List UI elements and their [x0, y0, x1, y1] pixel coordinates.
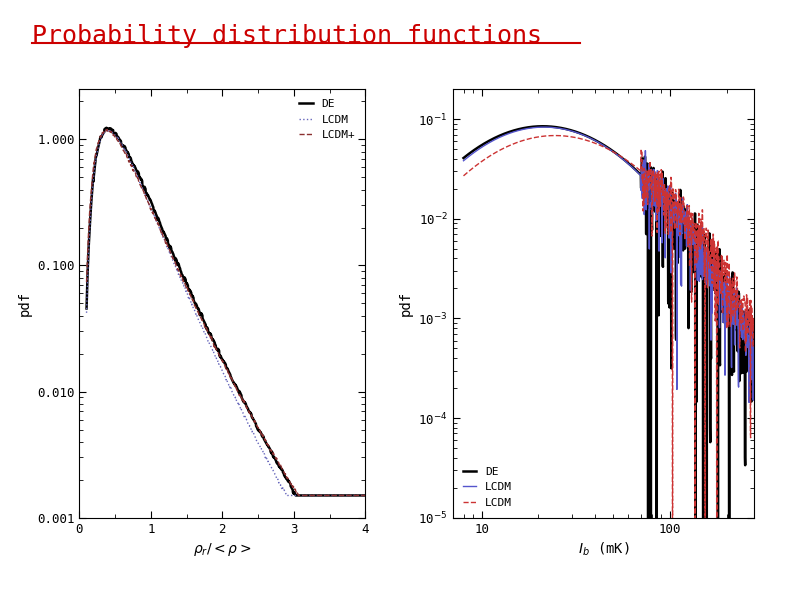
LCDM: [459, 173, 468, 180]
Y-axis label: pdf: pdf: [399, 291, 413, 316]
DE: [713, 270, 723, 277]
X-axis label: $I_b$ (mK): $I_b$ (mK): [578, 541, 629, 559]
DE: [82, 305, 91, 312]
DE: [509, 127, 518, 134]
DE: [570, 128, 580, 135]
DE: [210, 340, 220, 347]
Y-axis label: pdf: pdf: [17, 291, 32, 316]
LCDM: [302, 492, 311, 499]
LCDM: [539, 124, 549, 131]
LCDM: [712, 268, 722, 275]
LCDM: [750, 352, 759, 359]
DE: [102, 124, 111, 131]
DE: [459, 155, 468, 162]
DE: [302, 492, 311, 499]
DE: [360, 492, 370, 499]
DE: [218, 356, 227, 363]
LCDM: [218, 367, 227, 374]
LCDM: [550, 132, 560, 139]
LCDM+: [360, 492, 370, 499]
DE: [583, 133, 592, 140]
Line: LCDM: LCDM: [87, 130, 365, 496]
LCDM+: [82, 278, 91, 286]
DE: [492, 133, 502, 140]
LCDM: [492, 148, 502, 155]
LCDM: [744, 318, 754, 325]
LCDM: [459, 157, 468, 164]
LCDM: [96, 135, 106, 142]
LCDM: [210, 352, 220, 359]
LCDM: [82, 309, 91, 317]
DE: [96, 133, 106, 140]
Line: LCDM: LCDM: [464, 127, 754, 402]
LCDM: [744, 399, 754, 406]
Line: LCDM: LCDM: [464, 136, 754, 547]
LCDM+: [96, 133, 106, 140]
LCDM: [492, 135, 502, 142]
X-axis label: $\rho_r/<\rho>$: $\rho_r/<\rho>$: [193, 541, 252, 558]
LCDM: [570, 129, 580, 136]
LCDM: [668, 544, 677, 551]
DE: [291, 492, 301, 499]
Line: DE: DE: [464, 126, 754, 547]
LCDM+: [210, 342, 220, 349]
LCDM+: [353, 492, 362, 499]
LCDM: [583, 137, 592, 144]
DE: [643, 544, 653, 551]
LCDM+: [102, 126, 111, 133]
LCDM+: [353, 492, 362, 499]
LCDM: [750, 323, 759, 330]
Line: DE: DE: [87, 128, 365, 496]
Legend: DE, LCDM, LCDM: DE, LCDM, LCDM: [458, 462, 516, 512]
LCDM+: [302, 492, 311, 499]
LCDM: [353, 492, 362, 499]
LCDM+: [294, 492, 303, 499]
DE: [744, 343, 754, 350]
Line: LCDM+: LCDM+: [87, 130, 365, 496]
DE: [538, 123, 548, 130]
LCDM: [353, 492, 362, 499]
Text: Probability distribution functions: Probability distribution functions: [32, 24, 542, 48]
LCDM: [104, 126, 114, 133]
LCDM: [509, 140, 518, 147]
LCDM: [583, 133, 592, 140]
DE: [353, 492, 362, 499]
LCDM: [570, 134, 580, 141]
LCDM: [744, 342, 754, 349]
LCDM: [713, 267, 723, 274]
LCDM: [283, 492, 292, 499]
Legend: DE, LCDM, LCDM+: DE, LCDM, LCDM+: [295, 95, 360, 145]
DE: [750, 349, 759, 356]
LCDM: [360, 492, 370, 499]
LCDM+: [218, 358, 227, 365]
DE: [353, 492, 362, 499]
LCDM: [509, 129, 518, 136]
